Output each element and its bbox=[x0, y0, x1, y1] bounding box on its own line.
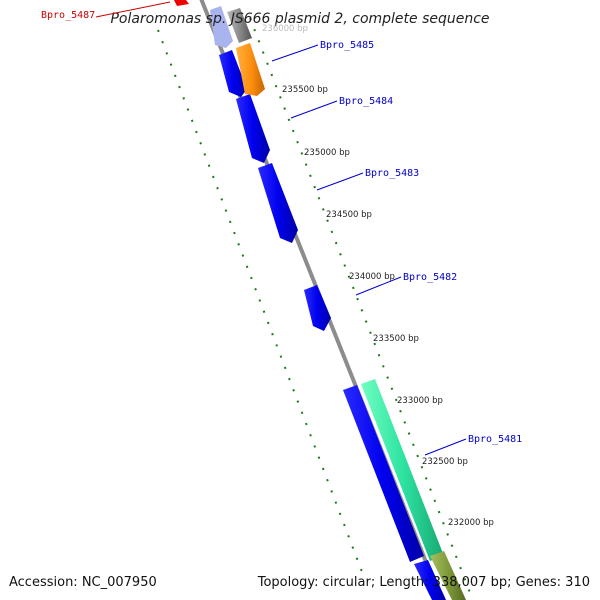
tick-label: 232000 bp bbox=[448, 518, 494, 528]
gene-arrow[interactable] bbox=[236, 94, 270, 163]
gene-label-bpro-5482[interactable]: Bpro_5482 bbox=[403, 272, 457, 283]
gene-arrow[interactable] bbox=[236, 43, 265, 96]
tick-label: 233000 bp bbox=[397, 396, 443, 406]
tick-label: 235000 bp bbox=[304, 148, 350, 158]
gene-arrow[interactable] bbox=[258, 163, 298, 243]
gene-label-bpro-5485[interactable]: Bpro_5485 bbox=[320, 40, 374, 51]
tick-label: 234500 bp bbox=[326, 210, 372, 220]
gene-label-bpro-5487[interactable]: Bpro_5487 bbox=[41, 10, 95, 21]
gene-arrow[interactable] bbox=[343, 385, 424, 562]
outer-dashed-ring bbox=[249, 17, 473, 599]
gene-arrow[interactable] bbox=[430, 551, 466, 600]
gene-label-bpro-5481[interactable]: Bpro_5481 bbox=[468, 434, 522, 445]
gene-label-bpro-5484[interactable]: Bpro_5484 bbox=[339, 96, 393, 107]
gene-arrow[interactable] bbox=[361, 379, 444, 561]
gene-arrow[interactable] bbox=[219, 50, 247, 97]
gene-arrow[interactable] bbox=[210, 6, 233, 48]
tick-label: 235500 bp bbox=[282, 85, 328, 95]
label-leaders bbox=[271, 44, 467, 456]
tick-label: 236000 bp bbox=[262, 24, 308, 34]
accession-text: Accession: NC_007950 bbox=[9, 575, 157, 590]
gene-arrow[interactable] bbox=[304, 285, 331, 331]
tick-label: 234000 bp bbox=[349, 272, 395, 282]
gene-label-bpro-5483[interactable]: Bpro_5483 bbox=[365, 168, 419, 179]
gene-arrow[interactable] bbox=[174, 0, 189, 6]
label-leader-red bbox=[95, 1, 171, 18]
inner-dashed-ring bbox=[157, 29, 363, 573]
gene-arrow[interactable] bbox=[414, 560, 446, 600]
tick-label: 233500 bp bbox=[373, 334, 419, 344]
map-title: Polaromonas sp. JS666 plasmid 2, complet… bbox=[110, 11, 489, 27]
tick-label: 232500 bp bbox=[422, 457, 468, 467]
gene-arrow[interactable] bbox=[227, 8, 252, 43]
topology-summary: Topology: circular; Length: 338,007 bp; … bbox=[257, 575, 590, 590]
